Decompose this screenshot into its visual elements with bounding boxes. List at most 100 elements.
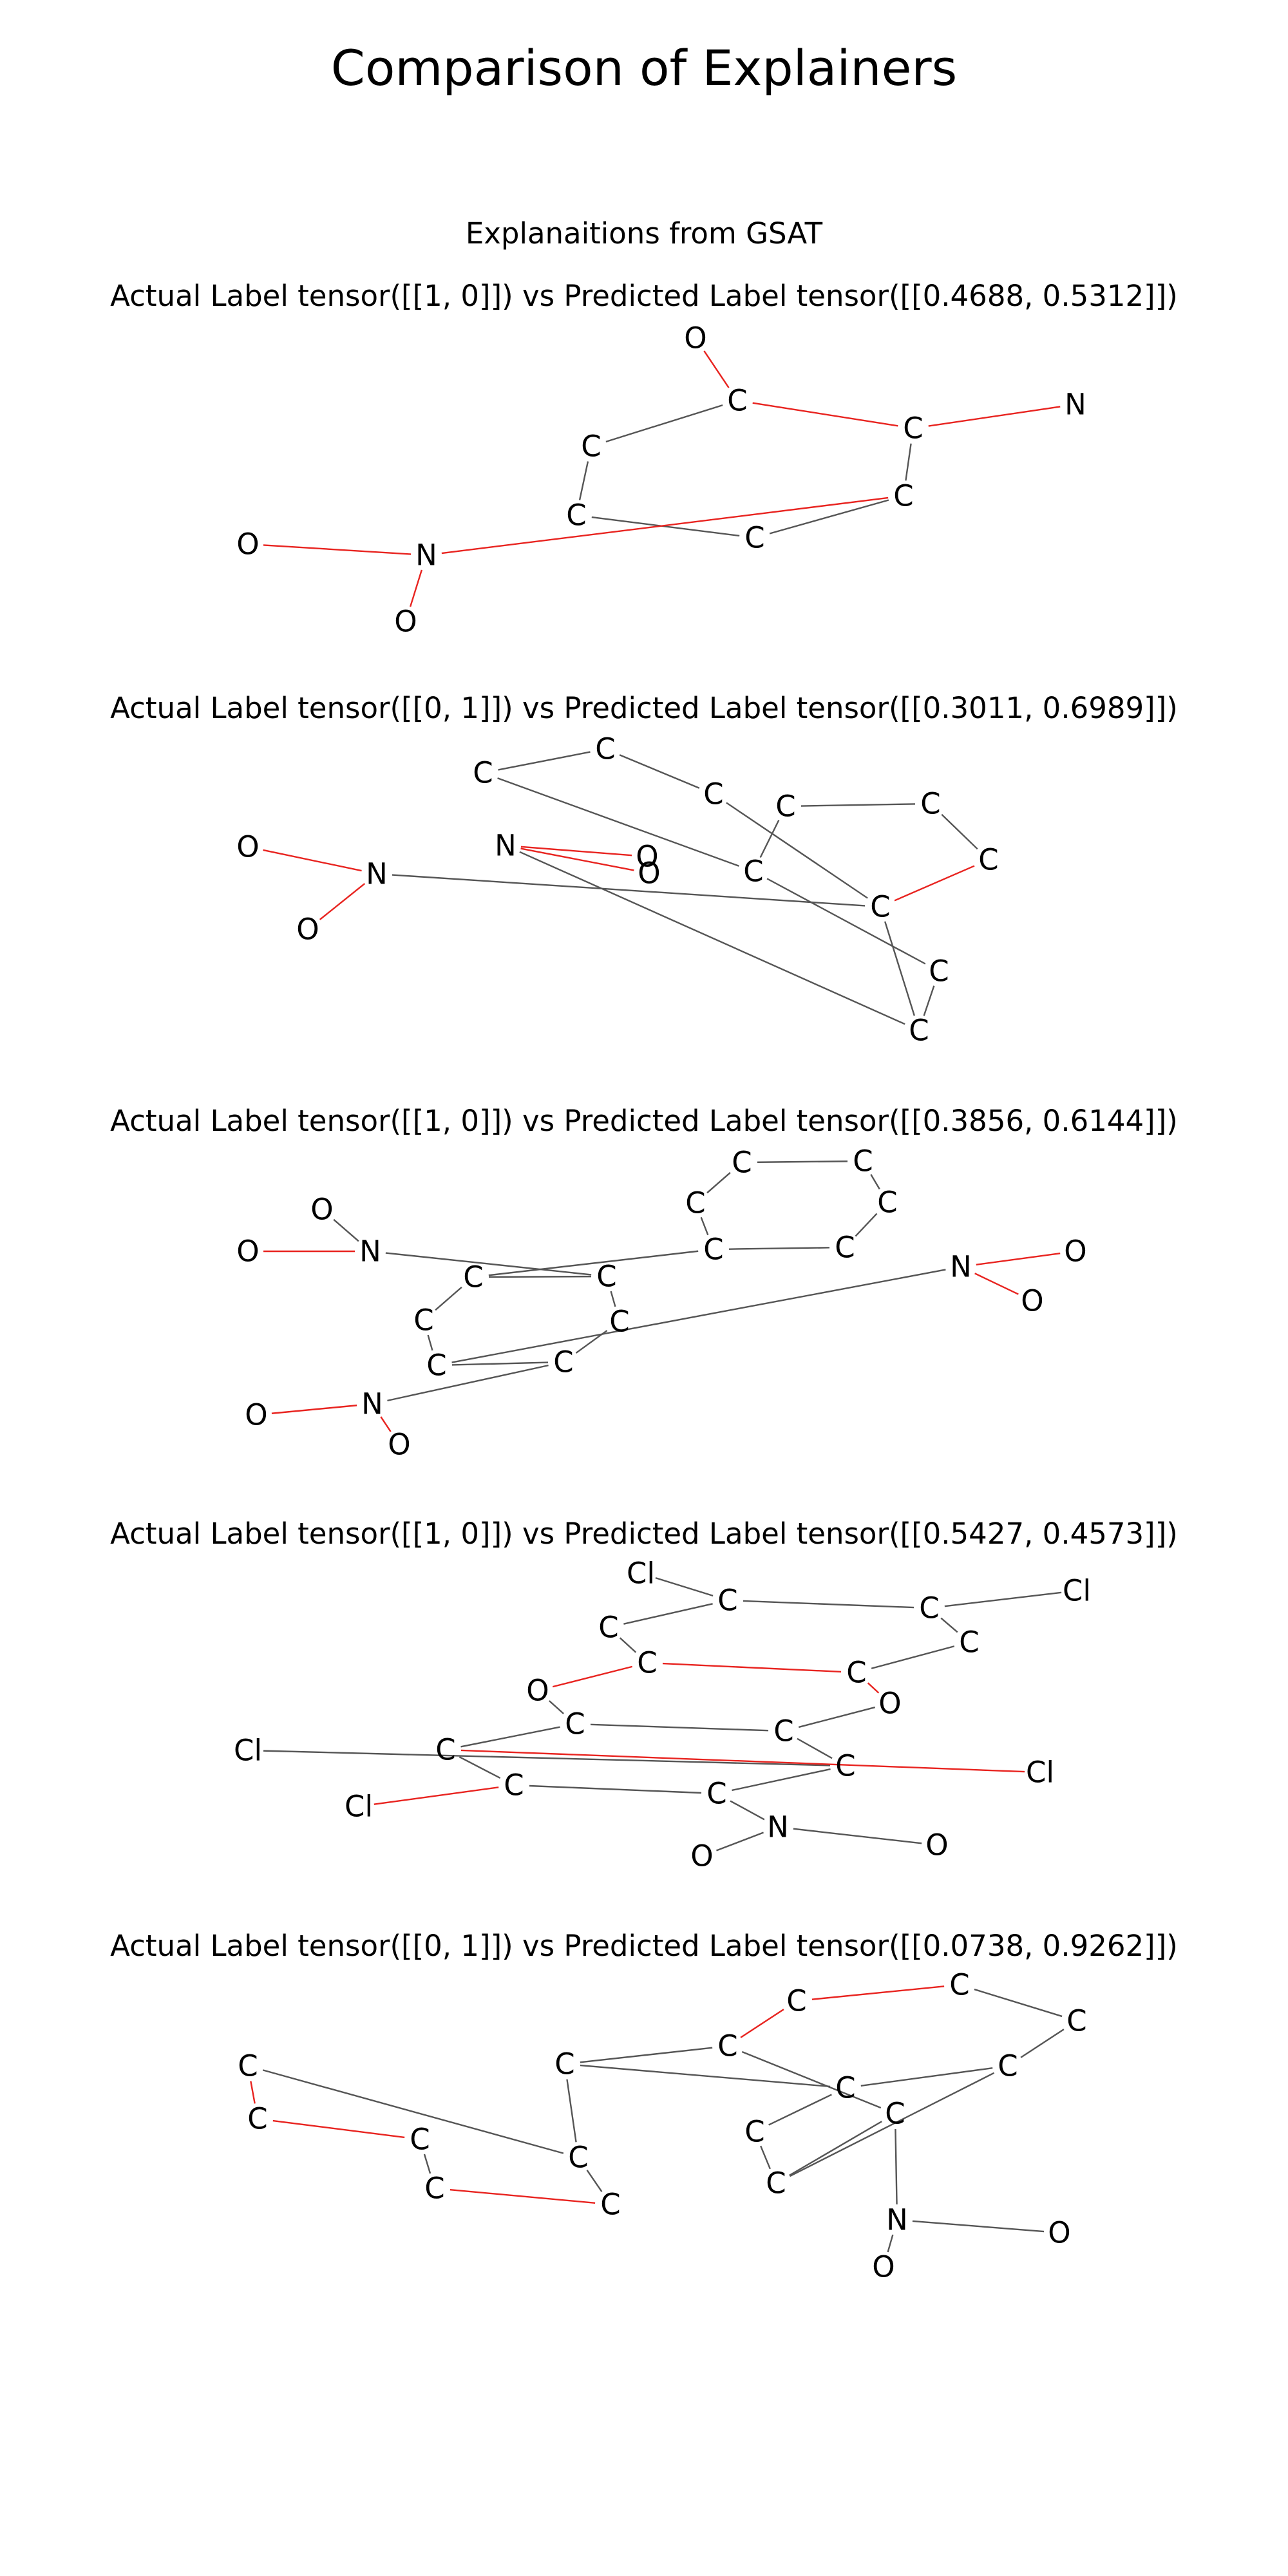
atom-label: O: [236, 527, 259, 562]
atom-label: C: [504, 1768, 524, 1803]
bond: [743, 1600, 914, 1609]
highlighted-bond: [662, 1662, 842, 1673]
atom-label: O: [236, 830, 259, 864]
bond: [797, 1738, 833, 1759]
atom-label: C: [893, 479, 913, 513]
panel-title: Actual Label tensor([[0, 1]]) vs Predict…: [110, 691, 1178, 725]
atom-label: O: [638, 857, 660, 891]
bond: [741, 2050, 882, 2109]
atom-label: O: [636, 840, 658, 874]
highlighted-bond: [380, 1416, 392, 1432]
atom-label: O: [236, 1235, 259, 1269]
bond: [497, 777, 739, 867]
molecule-panel-5: Actual Label tensor([[0, 1]]) vs Predict…: [110, 1929, 1178, 2284]
highlighted-bond: [441, 497, 889, 554]
highlighted-bond: [867, 1682, 880, 1694]
highlighted-bond: [271, 1405, 357, 1414]
atom-label: C: [870, 890, 890, 924]
atom-label: C: [835, 1749, 855, 1783]
bond: [789, 2121, 882, 2176]
atom-label: C: [600, 2188, 620, 2222]
bond: [435, 1286, 462, 1311]
bond: [800, 803, 916, 807]
bond: [459, 1756, 501, 1779]
panel-title: Actual Label tensor([[1, 0]]) vs Predict…: [110, 1517, 1178, 1551]
bond: [610, 1291, 616, 1307]
atom-label: C: [919, 1591, 939, 1625]
bond: [941, 813, 978, 850]
bond: [706, 1171, 731, 1194]
bond: [451, 1269, 946, 1363]
atom-label: C: [717, 2029, 737, 2063]
highlighted-bond: [976, 1253, 1061, 1265]
bond: [887, 2234, 894, 2253]
atom-label: C: [732, 1146, 752, 1180]
bond: [905, 443, 912, 481]
atom-label: O: [690, 1839, 713, 1873]
atom-label: N: [495, 829, 516, 863]
atom-label: Cl: [1026, 1756, 1054, 1790]
atom-label: C: [637, 1646, 657, 1680]
atom-label: O: [245, 1398, 267, 1432]
atom-label: N: [415, 538, 437, 573]
highlighted-bond: [263, 544, 412, 555]
bond: [769, 499, 889, 535]
atom-label: O: [394, 605, 417, 639]
bond: [759, 819, 780, 858]
bond: [944, 1591, 1062, 1607]
highlighted-bond: [250, 2081, 256, 2104]
bond: [760, 2145, 771, 2170]
atom-label: O: [684, 321, 706, 355]
atom-label: C: [727, 384, 747, 418]
bond: [333, 1218, 359, 1242]
atom-label: C: [703, 777, 723, 811]
highlighted-bond: [450, 2188, 596, 2204]
highlighted-bond: [703, 350, 730, 388]
bond: [728, 1247, 830, 1250]
bond: [529, 1785, 702, 1794]
atom-label: C: [909, 1014, 929, 1048]
highlighted-bond: [263, 849, 362, 872]
atom-label: C: [744, 521, 764, 555]
bond: [940, 1617, 958, 1633]
atom-label: C: [706, 1777, 726, 1811]
atom-label: O: [1064, 1235, 1086, 1269]
bond: [262, 2069, 564, 2154]
bond: [580, 2064, 831, 2088]
molecule-panel-3: Actual Label tensor([[1, 0]]) vs Predict…: [110, 1104, 1178, 1462]
bond: [700, 1217, 709, 1236]
bond: [1020, 2029, 1065, 2058]
atom-label: N: [359, 1235, 381, 1269]
bond: [798, 1706, 876, 1728]
bond: [488, 1275, 592, 1278]
atom-label: C: [903, 412, 923, 446]
bond: [871, 1645, 955, 1669]
bond: [427, 1334, 433, 1351]
molecule-panel-4: Actual Label tensor([[1, 0]]) vs Predict…: [110, 1517, 1178, 1873]
bond: [586, 2170, 603, 2192]
bond: [715, 1832, 764, 1852]
atom-label: O: [872, 2250, 895, 2284]
highlighted-bond: [460, 1749, 1025, 1773]
molecule-panel-2: Actual Label tensor([[0, 1]]) vs Predict…: [110, 691, 1178, 1048]
atom-label: Cl: [345, 1790, 373, 1824]
highlighted-bond: [811, 1985, 945, 2000]
explainer-subtitle: Explanaitions from GSAT: [466, 216, 823, 251]
highlighted-bond: [928, 406, 1061, 427]
bond: [578, 461, 589, 500]
bond: [619, 754, 700, 789]
atom-label: N: [767, 1810, 789, 1844]
bond: [855, 1213, 878, 1237]
atom-label: O: [296, 913, 319, 947]
atom-label: C: [885, 2097, 905, 2131]
atom-label: C: [717, 1584, 737, 1618]
atom-label: C: [554, 2047, 574, 2081]
bond: [974, 1988, 1063, 2018]
highlighted-bond: [974, 1273, 1019, 1295]
atom-label: N: [1065, 388, 1086, 422]
atom-label: C: [581, 430, 601, 464]
atom-label: Cl: [1063, 1574, 1091, 1608]
bond: [387, 1364, 549, 1402]
atom-label: C: [609, 1305, 629, 1339]
atom-label: C: [247, 2102, 267, 2136]
